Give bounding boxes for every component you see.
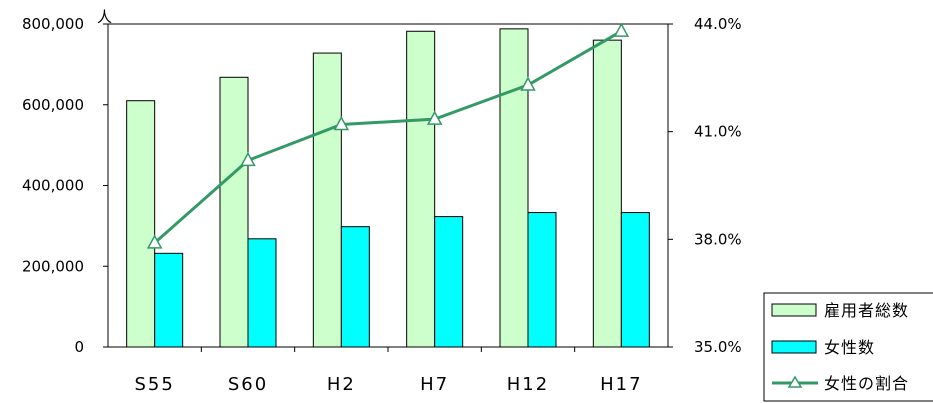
left-tick-label: 0 (74, 338, 84, 356)
bar-female-H17 (620, 212, 650, 348)
ratio-marker-S60 (240, 151, 256, 167)
bar-female-H7 (434, 216, 464, 348)
legend-swatch-total (771, 303, 817, 317)
ratio-marker-H2 (333, 115, 350, 131)
ratio-line (153, 29, 623, 245)
legend: 雇用者総数 女性数 女性の割合 (763, 292, 933, 402)
right-tick-label: 38.0% (694, 230, 742, 248)
bar-total-H2 (312, 52, 342, 348)
bar-female-S60 (247, 238, 277, 348)
legend-item-female: 女性数 (771, 338, 875, 357)
left-tick-label: 600,000 (22, 96, 84, 114)
bar-female-S55 (154, 252, 184, 348)
legend-item-ratio: 女性の割合 (772, 374, 909, 393)
legend-swatch-female (771, 340, 817, 354)
left-tick-label: 800,000 (22, 15, 84, 33)
bar-total-H12 (499, 28, 529, 348)
bar-total-S60 (219, 76, 249, 348)
right-tick-label: 35.0% (694, 338, 742, 356)
legend-item-total: 雇用者総数 (771, 301, 909, 320)
right-tick-label: 44.0% (694, 15, 742, 33)
right-tick-label: 41.0% (694, 123, 742, 141)
ratio-marker-H17 (613, 22, 630, 37)
left-tick-label: 400,000 (22, 177, 84, 195)
bar-total-S55 (126, 100, 156, 348)
x-tick-label: H17 (600, 374, 642, 395)
legend-swatch-ratio-marker (787, 375, 803, 388)
legend-label-female: 女性数 (824, 338, 875, 357)
ratio-marker-S55 (146, 234, 163, 249)
y-axis-unit: 人 (97, 8, 112, 26)
legend-label-total: 雇用者総数 (824, 301, 909, 320)
bar-female-H12 (527, 212, 557, 348)
x-tick-label: H2 (327, 374, 356, 395)
legend-label-ratio: 女性の割合 (824, 374, 909, 393)
left-tick-label: 200,000 (22, 257, 84, 275)
x-tick-label: H7 (420, 374, 449, 395)
ratio-marker-H7 (426, 110, 443, 125)
x-tick-label: H12 (507, 374, 549, 395)
x-tick-label: S60 (228, 374, 268, 395)
bar-total-H7 (406, 30, 436, 348)
bar-female-H2 (340, 226, 370, 348)
plot-area (107, 23, 669, 348)
ratio-marker-H12 (520, 76, 536, 91)
bar-total-H17 (592, 39, 622, 348)
x-tick-label: S55 (134, 374, 174, 395)
